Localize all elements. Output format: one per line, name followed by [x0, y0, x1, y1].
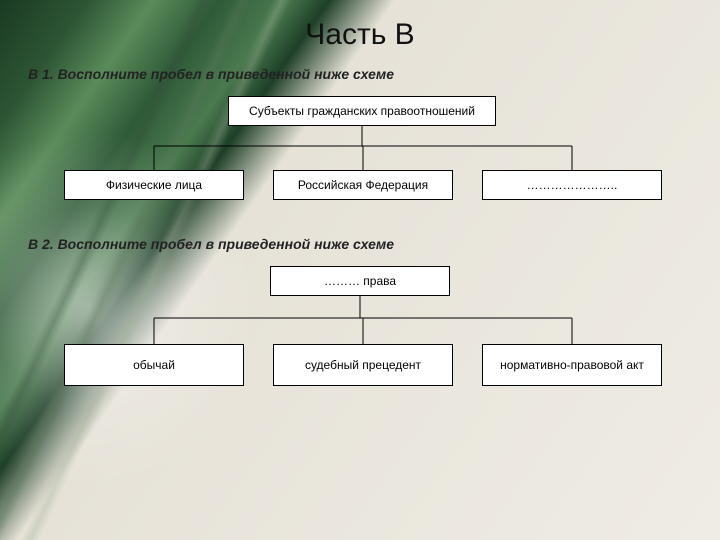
slide-content: Часть В В 1. Восполните пробел в приведе… [0, 0, 720, 540]
task1-child-box: ………………….. [482, 170, 662, 200]
task1-root-box: Субъекты гражданских правоотношений [228, 96, 496, 126]
task1-child-box: Физические лица [64, 170, 244, 200]
task2-child-box: обычай [64, 344, 244, 386]
task2-diagram: ……… права обычай судебный прецедент норм… [28, 266, 692, 396]
task2-child-box: нормативно-правовой акт [482, 344, 662, 386]
task2-label: В 2. Восполните пробел в приведенной ниж… [28, 236, 692, 252]
task1-diagram: Субъекты гражданских правоотношений Физи… [28, 96, 692, 216]
task1-label: В 1. Восполните пробел в приведенной ниж… [28, 66, 692, 82]
page-title: Часть В [28, 18, 692, 52]
task2-child-box: судебный прецедент [273, 344, 453, 386]
task1-child-box: Российская Федерация [273, 170, 453, 200]
task2-root-box: ……… права [270, 266, 450, 296]
